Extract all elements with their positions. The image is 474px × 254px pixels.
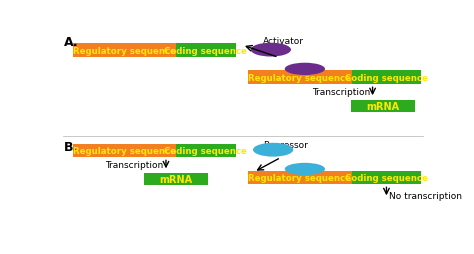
Bar bbox=[247, 171, 352, 185]
Text: Coding sequence: Coding sequence bbox=[164, 146, 247, 155]
Text: Regulatory sequence: Regulatory sequence bbox=[73, 47, 176, 56]
Ellipse shape bbox=[251, 43, 291, 57]
Text: Repressor: Repressor bbox=[263, 141, 308, 150]
Text: A.: A. bbox=[64, 36, 79, 49]
Text: Coding sequence: Coding sequence bbox=[345, 173, 428, 182]
Bar bbox=[73, 44, 176, 58]
Text: Regulatory sequence: Regulatory sequence bbox=[248, 173, 351, 182]
Bar bbox=[247, 71, 352, 85]
Bar bbox=[73, 144, 176, 158]
Bar bbox=[144, 173, 208, 185]
Text: Transcription: Transcription bbox=[312, 87, 370, 96]
Text: mRNA: mRNA bbox=[159, 174, 192, 184]
Ellipse shape bbox=[253, 143, 293, 157]
Text: Regulatory sequence: Regulatory sequence bbox=[248, 74, 351, 83]
Text: Coding sequence: Coding sequence bbox=[345, 74, 428, 83]
Text: mRNA: mRNA bbox=[366, 101, 400, 112]
Ellipse shape bbox=[285, 64, 325, 76]
Bar bbox=[176, 144, 236, 158]
Bar bbox=[352, 171, 421, 185]
Bar bbox=[351, 100, 415, 113]
Text: Regulatory sequence: Regulatory sequence bbox=[73, 146, 176, 155]
Ellipse shape bbox=[285, 163, 325, 176]
Bar bbox=[176, 44, 236, 58]
Text: Coding sequence: Coding sequence bbox=[164, 47, 247, 56]
Text: Transcription: Transcription bbox=[105, 160, 164, 169]
Text: No transcription: No transcription bbox=[389, 191, 462, 200]
Bar bbox=[352, 71, 421, 85]
Text: B.: B. bbox=[64, 141, 78, 154]
Text: Activator: Activator bbox=[263, 37, 304, 45]
